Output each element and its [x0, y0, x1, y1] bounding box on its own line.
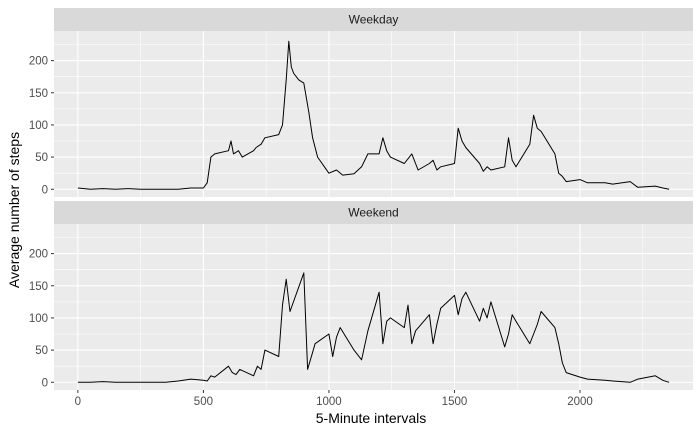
x-axis-title: 5-Minute intervals: [316, 410, 427, 426]
y-tick-label: 200: [29, 56, 48, 68]
strip-background: [54, 201, 693, 224]
panel-background: [54, 224, 693, 390]
series-line-weekday: [77, 40, 670, 190]
strip-background: [54, 8, 693, 31]
panel-background: [54, 31, 693, 197]
y-tick-label: 100: [29, 313, 48, 325]
y-tick-label: 100: [29, 120, 48, 132]
x-tick-label: 0: [75, 396, 81, 408]
x-tick-label: 500: [194, 396, 213, 408]
x-axis: 0 500 1000 1500 2000: [75, 390, 593, 408]
y-axis: 0 50 100 150 200 0 50 100 150 200: [29, 56, 54, 389]
panels-group: Weekday Weekend: [54, 8, 693, 390]
y-axis-title: Average number of steps: [6, 132, 22, 288]
y-tick-label: 0: [42, 377, 48, 389]
series-line-weekend: [77, 272, 670, 383]
panel-weekend: Weekend: [54, 201, 693, 390]
strip-label: Weekend: [348, 206, 398, 220]
panel-weekday: Weekday: [54, 8, 693, 197]
x-tick-label: 1000: [316, 396, 342, 408]
y-tick-label: 50: [35, 152, 48, 164]
y-tick-label: 50: [35, 345, 48, 357]
x-tick-label: 1500: [442, 396, 468, 408]
y-tick-label: 0: [42, 184, 48, 196]
x-tick-label: 2000: [567, 396, 593, 408]
y-tick-label: 150: [29, 281, 48, 293]
y-tick-label: 200: [29, 249, 48, 261]
y-tick-label: 150: [29, 88, 48, 100]
strip-label: Weekday: [349, 13, 399, 27]
